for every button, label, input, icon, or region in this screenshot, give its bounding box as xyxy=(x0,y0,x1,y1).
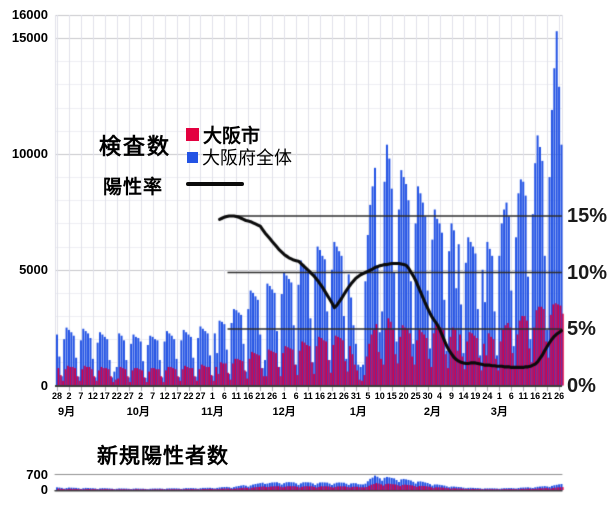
y-axis-label-left: 0 xyxy=(40,377,48,393)
x-tick-label: 11 xyxy=(518,391,528,401)
x-tick-label: 25 xyxy=(410,391,421,401)
x-tick-label: 24 xyxy=(482,391,493,401)
x-tick-label: 21 xyxy=(326,391,337,401)
city-legend-swatch xyxy=(186,128,199,141)
y-axis-label-right: 10% xyxy=(567,261,608,284)
x-tick-label: 16 xyxy=(530,391,541,401)
x-tick-label: 17 xyxy=(171,391,182,401)
y-axis-label-left: 10000 xyxy=(11,145,48,161)
y-axis-label-right: 5% xyxy=(567,318,596,340)
x-tick-label: 6 xyxy=(221,391,227,401)
x-tick-label: 26 xyxy=(267,391,278,401)
x-tick-label: 22 xyxy=(183,391,194,401)
rate-legend-label: 陽性率 xyxy=(103,177,164,198)
x-tick-label: 1 xyxy=(496,391,502,401)
x-tick-label: 12 xyxy=(159,391,170,401)
x-tick-label: 5 xyxy=(365,391,371,401)
x-tick-label: 11 xyxy=(303,391,313,401)
x-tick-label: 19 xyxy=(470,391,481,401)
x-tick-label: 10 xyxy=(374,391,385,401)
rate-line-swatch xyxy=(186,182,244,186)
x-tick-label: 27 xyxy=(123,391,134,401)
x-tick-label: 2 xyxy=(138,391,144,401)
legend-item-pref: 大阪府全体 xyxy=(187,144,292,170)
x-tick-label: 4 xyxy=(437,391,443,401)
x-tick-label: 17 xyxy=(99,391,110,401)
x-tick-label: 6 xyxy=(508,391,514,401)
x-month-label: 12月 xyxy=(272,406,296,418)
x-month-label: 9月 xyxy=(58,406,76,418)
x-tick-label: 28 xyxy=(51,391,62,401)
city-legend-label: 大阪市 xyxy=(203,126,261,147)
x-tick-label: 20 xyxy=(398,391,409,401)
bottom-chart-title: 新規陽性者数 xyxy=(97,445,229,468)
x-month-label: 1月 xyxy=(349,406,367,418)
y-axis-label-left: 15000 xyxy=(11,30,48,46)
x-month-label: 11月 xyxy=(201,406,224,418)
bottom-axis-label: 0 xyxy=(40,482,48,497)
x-tick-label: 26 xyxy=(338,391,349,401)
x-month-label: 10月 xyxy=(126,406,150,418)
y-axis-label-right: 0% xyxy=(567,374,596,397)
x-tick-label: 11 xyxy=(231,391,242,401)
x-tick-label: 22 xyxy=(111,391,122,401)
x-tick-label: 12 xyxy=(87,391,98,401)
bottom-axis-label: 700 xyxy=(26,466,48,482)
x-tick-label: 2 xyxy=(66,391,72,401)
x-tick-label: 7 xyxy=(78,391,84,401)
legend-item-city: 大阪市 xyxy=(186,121,260,148)
y-axis-label-left: 5000 xyxy=(19,261,48,277)
main-chart-title: 検査数 xyxy=(99,134,172,159)
x-tick-label: 27 xyxy=(195,391,206,401)
x-tick-label: 14 xyxy=(458,391,469,401)
x-tick-label: 16 xyxy=(314,391,325,401)
x-tick-label: 1 xyxy=(281,391,287,401)
x-tick-label: 15 xyxy=(386,391,397,401)
pref-legend-label: 大阪府全体 xyxy=(202,148,292,168)
x-month-label: 3月 xyxy=(490,406,508,418)
x-month-label: 2月 xyxy=(423,406,441,418)
x-tick-label: 30 xyxy=(422,391,433,401)
y-axis-label-right: 15% xyxy=(567,205,608,227)
x-tick-label: 26 xyxy=(554,391,565,401)
pref-legend-swatch xyxy=(187,151,198,163)
x-tick-label: 31 xyxy=(350,391,361,401)
x-tick-label: 6 xyxy=(293,391,299,401)
x-tick-label: 1 xyxy=(209,391,215,401)
x-tick-label: 16 xyxy=(243,391,254,401)
x-tick-label: 21 xyxy=(255,391,266,401)
x-tick-label: 7 xyxy=(150,391,156,401)
x-tick-label: 9 xyxy=(448,391,454,401)
y-axis-label-left: 16000 xyxy=(11,7,48,22)
x-tick-label: 21 xyxy=(542,391,553,401)
